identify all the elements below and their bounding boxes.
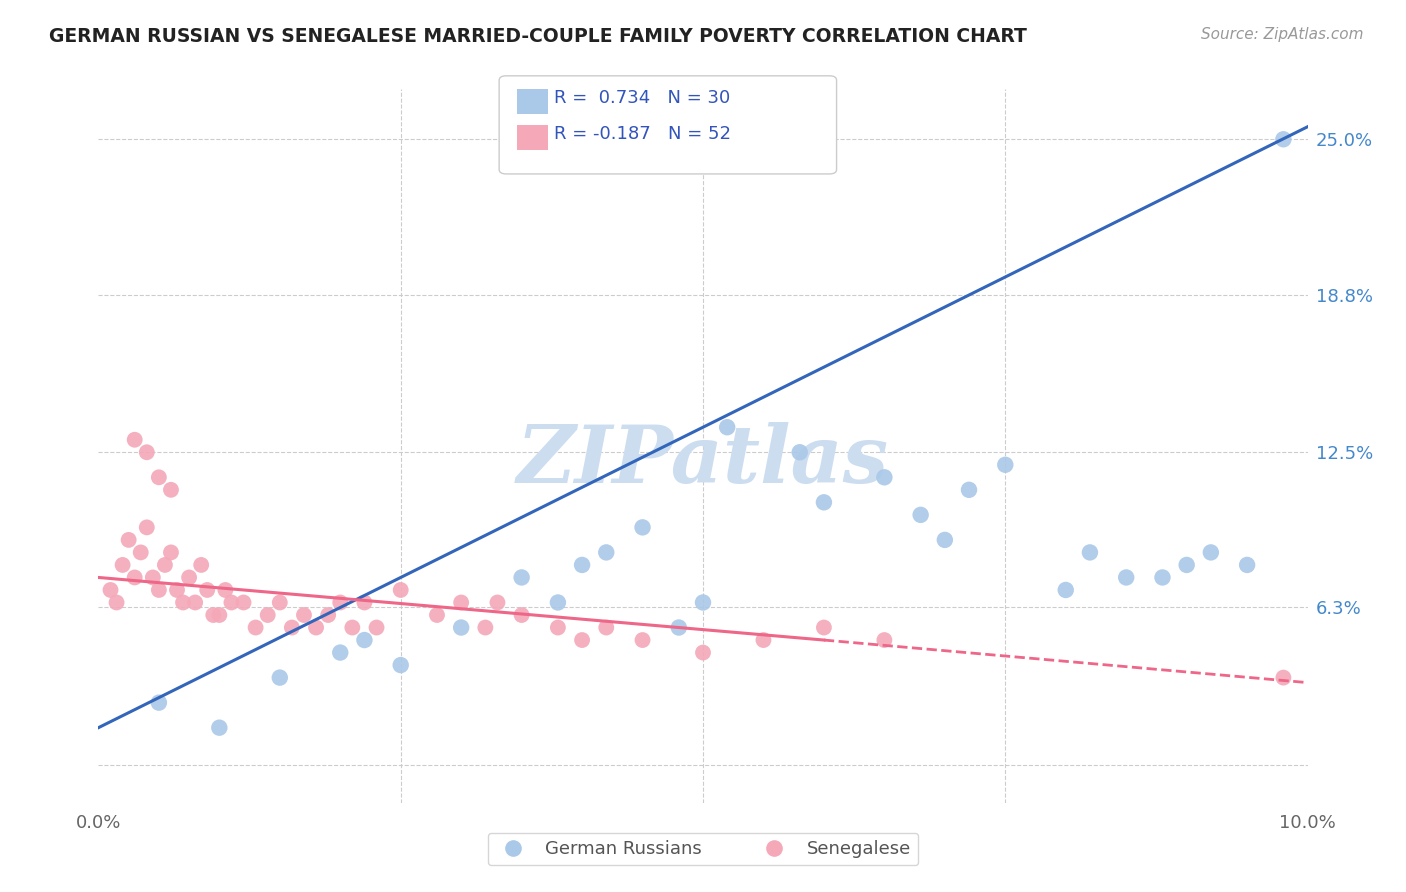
Point: [1054, 582, 1077, 597]
Point: [1236, 558, 1258, 572]
Point: [214, 582, 236, 597]
Point: [135, 445, 157, 459]
Point: [934, 533, 956, 547]
Point: [957, 483, 980, 497]
Point: [716, 420, 738, 434]
Point: [153, 558, 176, 572]
Point: [281, 621, 304, 635]
Point: [631, 633, 654, 648]
Point: [124, 570, 146, 584]
Point: [1175, 558, 1198, 572]
Point: [353, 633, 375, 648]
Point: [148, 470, 170, 484]
Point: [789, 445, 811, 459]
Point: [994, 458, 1017, 472]
Point: [148, 696, 170, 710]
Point: [450, 621, 472, 635]
Point: [160, 545, 183, 559]
Point: [105, 595, 128, 609]
Point: [256, 607, 278, 622]
Point: [547, 621, 569, 635]
Point: [232, 595, 254, 609]
Point: [692, 646, 714, 660]
Point: [366, 621, 388, 635]
Point: [1152, 570, 1174, 584]
Point: [221, 595, 243, 609]
Point: [292, 607, 315, 622]
Point: [571, 558, 593, 572]
Point: [124, 433, 146, 447]
Point: [329, 646, 352, 660]
Point: [1272, 671, 1295, 685]
Text: ZIPatlas: ZIPatlas: [517, 422, 889, 499]
Point: [111, 558, 134, 572]
Point: [342, 621, 364, 635]
Point: [208, 607, 231, 622]
Point: [190, 558, 212, 572]
Point: [160, 483, 183, 497]
Point: [631, 520, 654, 534]
Point: [184, 595, 207, 609]
Text: GERMAN RUSSIAN VS SENEGALESE MARRIED-COUPLE FAMILY POVERTY CORRELATION CHART: GERMAN RUSSIAN VS SENEGALESE MARRIED-COU…: [49, 27, 1028, 45]
Point: [148, 582, 170, 597]
Point: [595, 545, 617, 559]
Point: [135, 520, 157, 534]
Point: [100, 582, 122, 597]
Point: [389, 658, 412, 673]
Text: R =  0.734   N = 30: R = 0.734 N = 30: [554, 89, 730, 107]
Point: [571, 633, 593, 648]
Point: [813, 621, 835, 635]
Point: [353, 595, 375, 609]
Point: [813, 495, 835, 509]
Point: [269, 671, 291, 685]
Point: [692, 595, 714, 609]
Point: [208, 721, 231, 735]
Point: [316, 607, 339, 622]
Point: [389, 582, 412, 597]
Point: [329, 595, 352, 609]
Text: Source: ZipAtlas.com: Source: ZipAtlas.com: [1201, 27, 1364, 42]
Point: [668, 621, 690, 635]
Point: [269, 595, 291, 609]
Point: [305, 621, 328, 635]
Point: [172, 595, 194, 609]
Point: [245, 621, 267, 635]
Point: [510, 570, 533, 584]
Point: [129, 545, 152, 559]
Point: [752, 633, 775, 648]
Legend: German Russians, Senegalese: German Russians, Senegalese: [488, 833, 918, 865]
Point: [166, 582, 188, 597]
Y-axis label: Married-Couple Family Poverty: Married-Couple Family Poverty: [0, 319, 8, 573]
Point: [450, 595, 472, 609]
Point: [426, 607, 449, 622]
Text: R = -0.187   N = 52: R = -0.187 N = 52: [554, 125, 731, 143]
Point: [118, 533, 141, 547]
Point: [1078, 545, 1101, 559]
Point: [202, 607, 225, 622]
Point: [595, 621, 617, 635]
Point: [910, 508, 932, 522]
Point: [486, 595, 509, 609]
Point: [510, 607, 533, 622]
Point: [1272, 132, 1295, 146]
Point: [1115, 570, 1137, 584]
Point: [195, 582, 218, 597]
Point: [179, 570, 201, 584]
Point: [873, 633, 896, 648]
Point: [142, 570, 165, 584]
Point: [547, 595, 569, 609]
Point: [474, 621, 496, 635]
Point: [873, 470, 896, 484]
Point: [1199, 545, 1222, 559]
